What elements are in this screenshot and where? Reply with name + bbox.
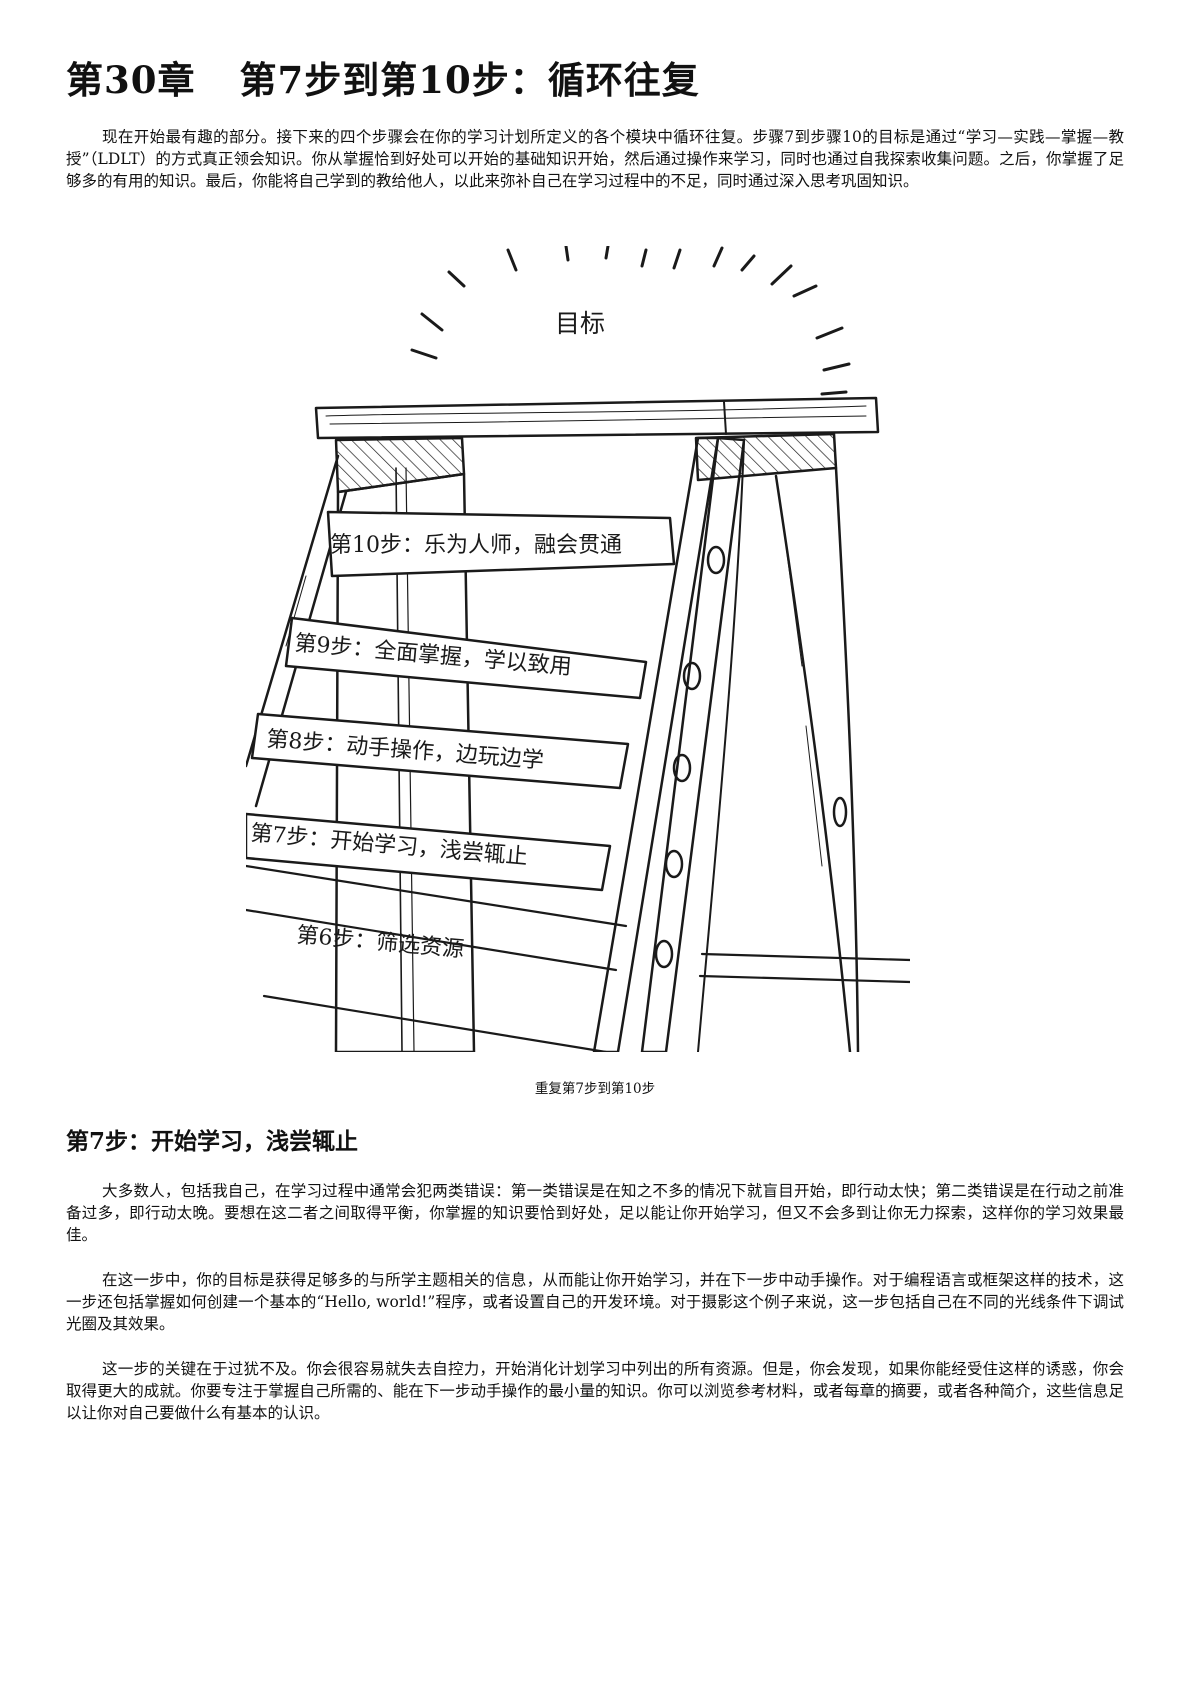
ladder-right-frame xyxy=(592,432,860,1052)
section-paragraph: 大多数人，包括我自己，在学习过程中通常会犯两类错误：第一类错误是在知之不多的情况… xyxy=(66,1182,1124,1244)
chapter-number: 第30章 xyxy=(66,58,196,102)
figure-caption: 重复第7步到第10步 xyxy=(534,1081,656,1097)
ladder-rails xyxy=(246,864,910,1052)
section-paragraph: 这一步的关键在于过犹不及。你会很容易就失去自控力，开始消化计划学习中列出的所有资… xyxy=(66,1360,1124,1422)
chapter-title: 第7步到第10步：循环往复 xyxy=(239,58,700,102)
chapter-heading: 第30章 第7步到第10步：循环往复 xyxy=(66,50,700,104)
section-paragraph: 在这一步中，你的目标是获得足够多的与所学主题相关的信息，从而能让你开始学习，并在… xyxy=(66,1271,1124,1333)
step-boards xyxy=(246,510,676,892)
ladder-illustration: 目标 xyxy=(246,246,910,1052)
intro-paragraph: 现在开始最有趣的部分。接下来的四个步骤会在你的学习计划所定义的各个模块中循环往复… xyxy=(66,128,1124,190)
step-label-10: 第10步：乐为人师，融会贯通 xyxy=(330,533,622,558)
step-label-6: 第6步：筛选资源 xyxy=(295,923,465,963)
ladder-top-board xyxy=(314,396,880,440)
sun-rays xyxy=(410,246,851,550)
section-heading: 第7步：开始学习，浅尝辄止 xyxy=(66,1128,359,1155)
goal-label: 目标 xyxy=(555,309,605,338)
